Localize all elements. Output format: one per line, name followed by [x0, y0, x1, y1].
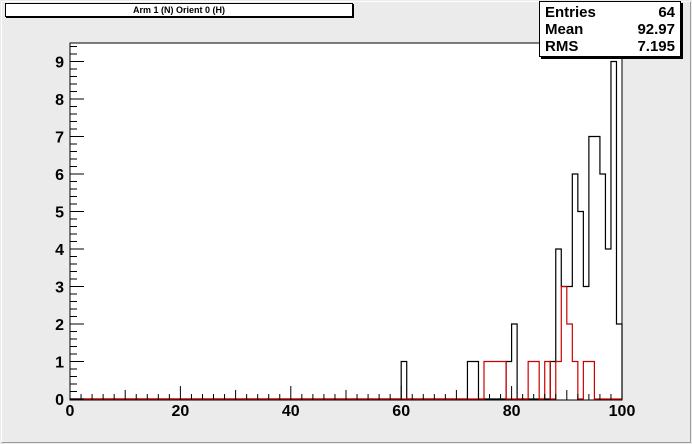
series-1-bin	[490, 362, 496, 400]
x-tick-label: 100	[609, 403, 636, 420]
series-1-bin	[501, 362, 507, 400]
y-tick-label: 7	[55, 130, 64, 147]
y-tick-label: 1	[55, 355, 64, 372]
series-0-bin	[473, 362, 479, 400]
y-tick-label: 2	[55, 317, 64, 334]
series-1-bin	[545, 362, 551, 400]
y-tick-label: 9	[55, 55, 64, 72]
y-tick-label: 8	[55, 92, 64, 109]
series-0-bin	[600, 174, 606, 399]
series-0-line	[70, 60, 623, 400]
x-tick-label: 60	[392, 403, 410, 420]
series-1-bin	[556, 362, 562, 400]
stat-value: 7.195	[637, 38, 675, 55]
series-0-bin	[550, 362, 556, 400]
x-tick-label: 80	[503, 403, 521, 420]
x-tick-label: 20	[172, 403, 190, 420]
y-tick-label: 6	[55, 167, 64, 184]
series-0-bin	[589, 137, 595, 400]
plot-area	[69, 42, 623, 401]
stat-value: 92.97	[637, 21, 675, 38]
stat-key: Entries	[545, 4, 596, 21]
series-0-bin	[594, 137, 600, 400]
series-1-bin	[528, 362, 534, 400]
stat-row-rms: RMS 7.195	[545, 38, 675, 55]
x-tick-label: 40	[282, 403, 300, 420]
series-1-line	[70, 285, 622, 400]
series-0-bin	[611, 62, 617, 400]
stat-key: Mean	[545, 21, 584, 38]
x-tick-label: 0	[66, 403, 75, 420]
series-1-bin	[589, 362, 595, 400]
y-tick-label: 0	[55, 392, 64, 409]
stat-row-entries: Entries 64	[545, 4, 675, 21]
series-0-bin	[512, 324, 518, 399]
series-1-bin	[534, 362, 540, 400]
histogram-title: Arm 1 (N) Orient 0 (H)	[5, 3, 353, 17]
series-0-bin	[605, 249, 611, 399]
series-1-bin	[567, 324, 573, 399]
y-tick-label: 4	[55, 242, 64, 259]
series-1-bin	[583, 362, 589, 400]
series-0-bin	[506, 362, 512, 400]
stat-row-mean: Mean 92.97	[545, 21, 675, 38]
y-tick-label: 3	[55, 280, 64, 297]
y-tick-label: 5	[55, 205, 64, 222]
series-0-bin	[401, 362, 407, 400]
stat-key: RMS	[545, 38, 579, 55]
series-0-bin	[467, 362, 473, 400]
series-1-bin	[495, 362, 501, 400]
series-1-bin	[561, 287, 567, 400]
series-1-bin	[484, 362, 490, 400]
stat-value: 64	[658, 4, 675, 21]
series-1-bin	[572, 362, 578, 400]
series-0-bin	[578, 212, 584, 400]
series-0-bin	[616, 324, 622, 399]
stats-box: Entries 64 Mean 92.97 RMS 7.195	[539, 1, 681, 57]
